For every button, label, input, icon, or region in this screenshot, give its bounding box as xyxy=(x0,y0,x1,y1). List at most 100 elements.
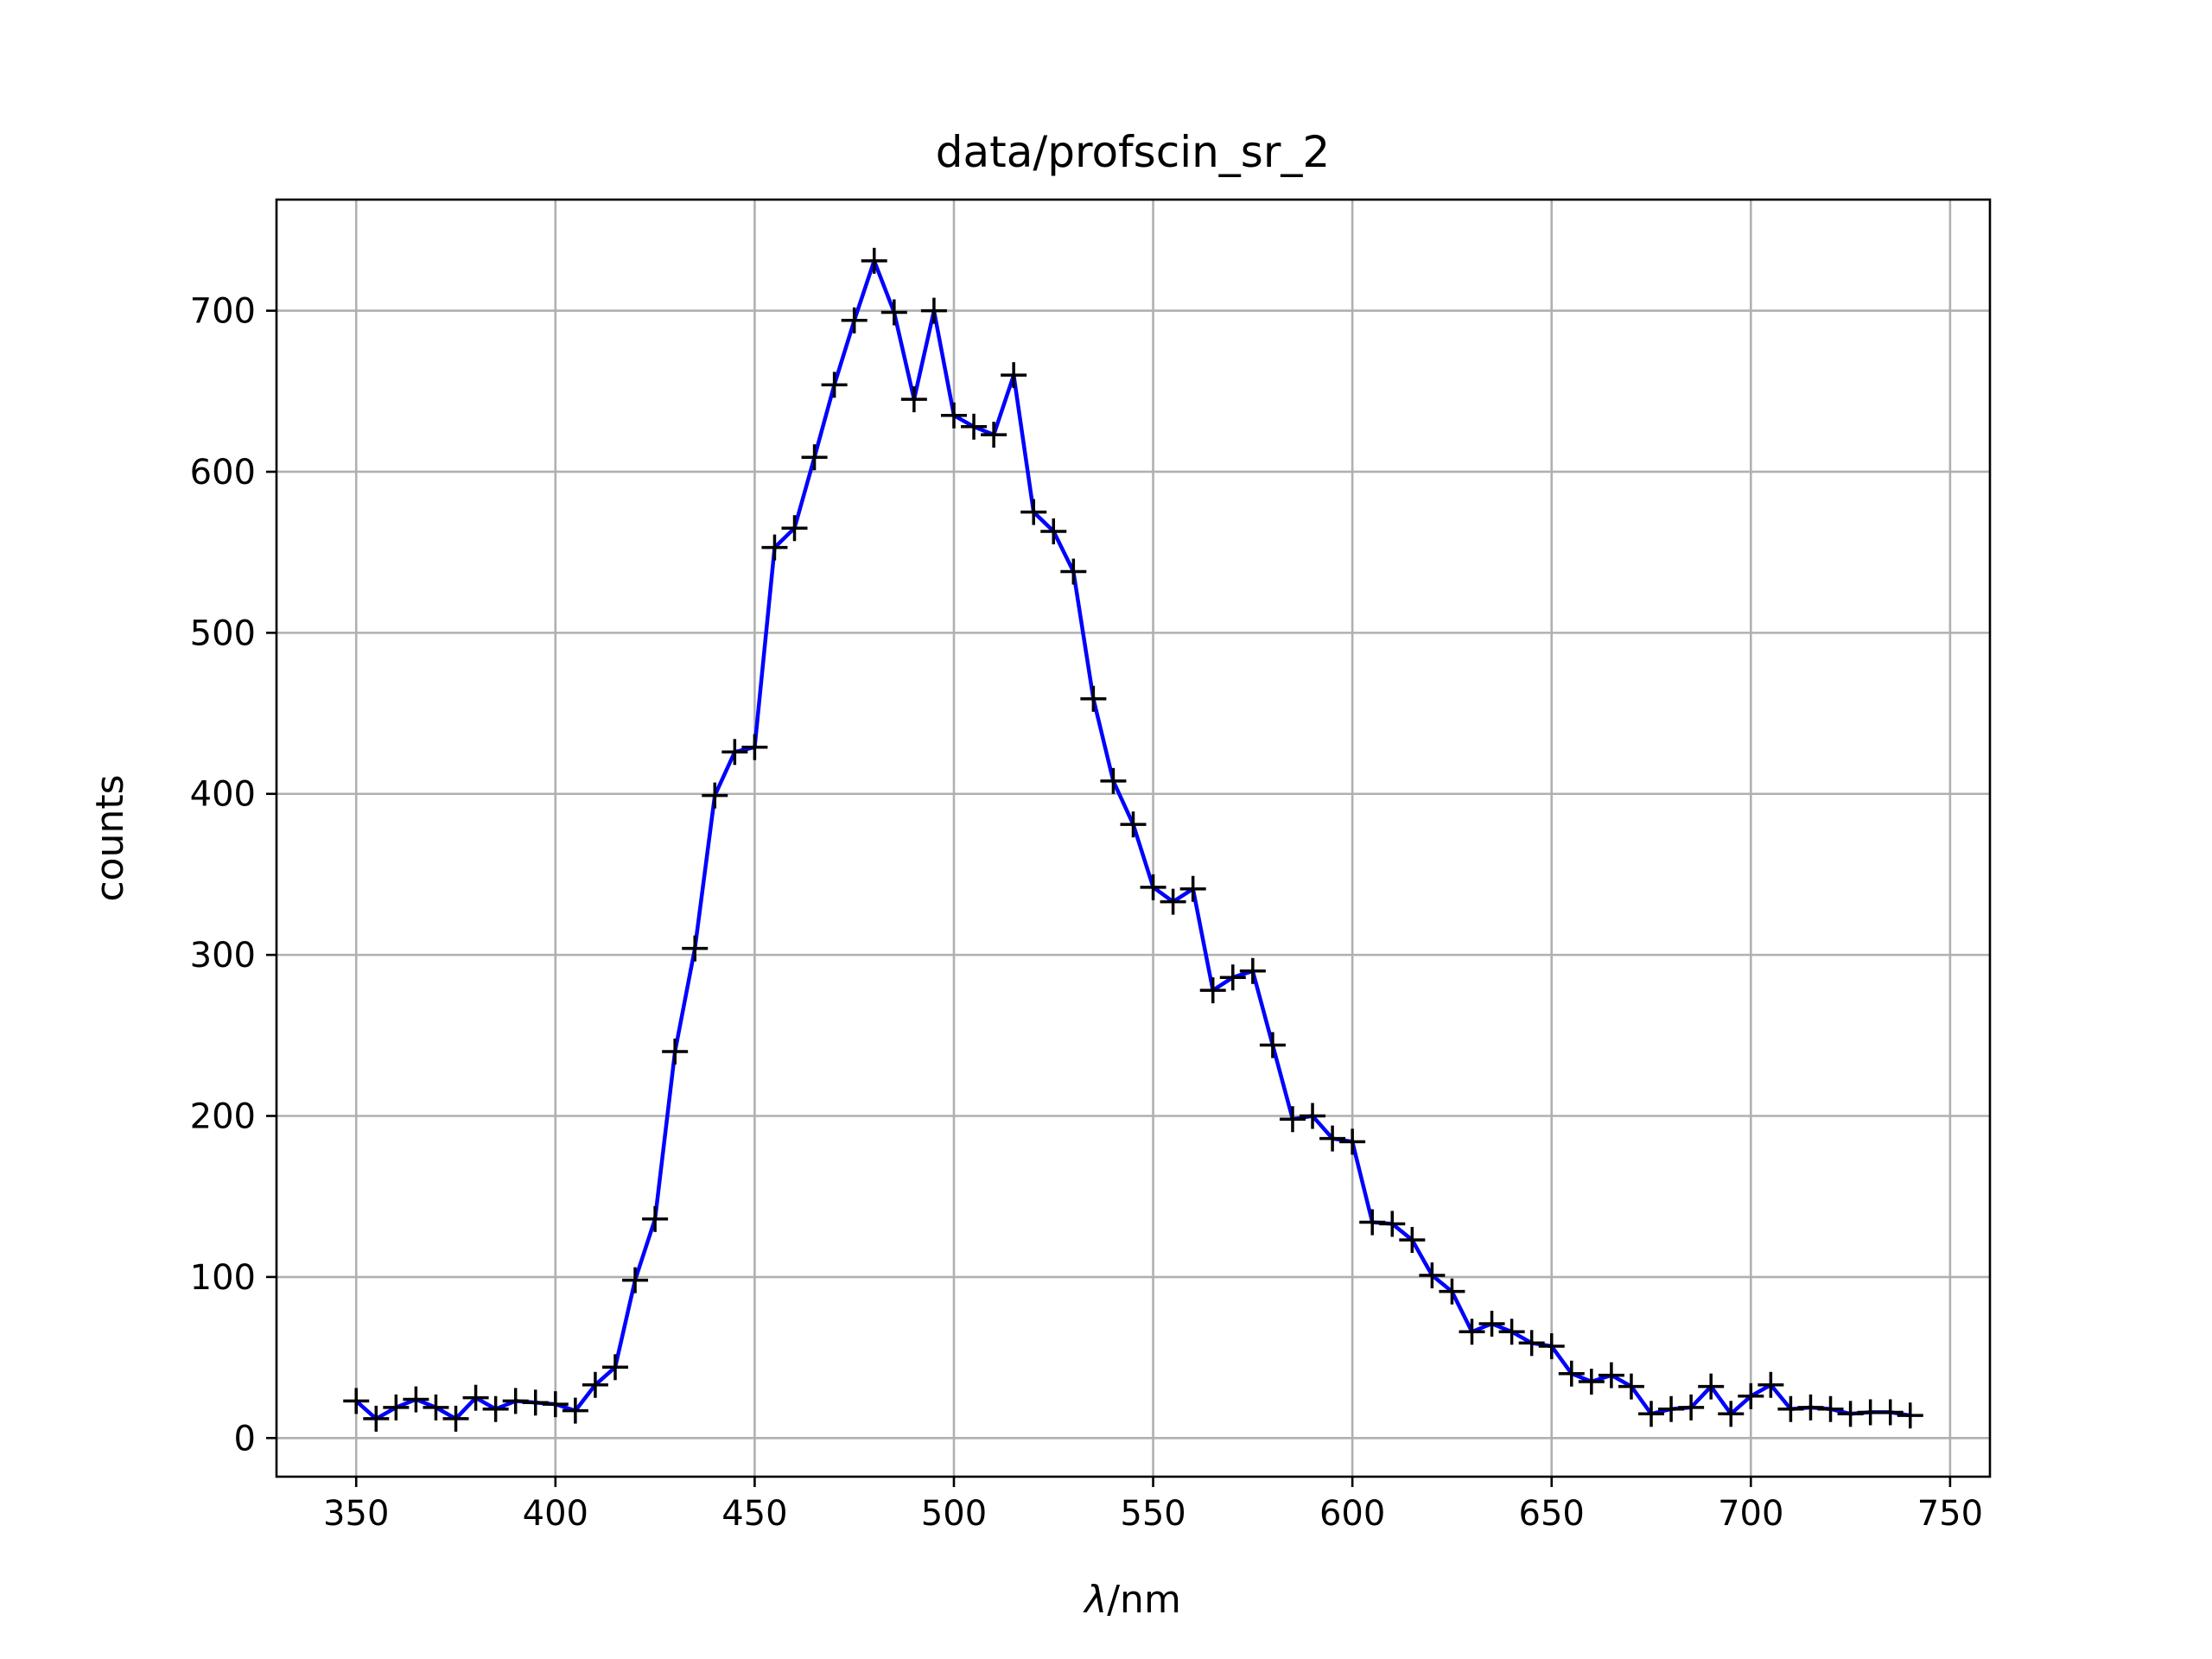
data-point xyxy=(1339,1128,1366,1155)
y-tick-label: 100 xyxy=(190,1258,256,1298)
x-tick-label: 650 xyxy=(1519,1494,1585,1534)
data-point xyxy=(642,1205,669,1232)
data-point xyxy=(1817,1395,1844,1422)
data-point xyxy=(1698,1373,1725,1400)
data-point xyxy=(1758,1371,1784,1398)
data-point xyxy=(1897,1402,1923,1429)
x-tick-label: 500 xyxy=(921,1494,987,1534)
y-tick-label: 300 xyxy=(190,936,256,976)
x-axis-label: λ/nm xyxy=(1083,1578,1181,1622)
data-point xyxy=(1359,1209,1386,1236)
data-point xyxy=(462,1384,489,1411)
data-point xyxy=(502,1388,529,1414)
data-point xyxy=(900,386,927,413)
data-point xyxy=(721,739,748,766)
data-point xyxy=(363,1405,390,1432)
data-point xyxy=(423,1394,449,1421)
data-point xyxy=(1498,1319,1525,1345)
data-point xyxy=(1001,362,1027,389)
x-axis-label-symbol: λ xyxy=(1083,1578,1107,1622)
x-tick-label: 550 xyxy=(1120,1494,1185,1534)
data-point xyxy=(861,247,887,274)
y-axis: 0 100 200 300 400 500 600 700 xyxy=(190,292,276,1459)
data-point xyxy=(1120,811,1147,838)
data-point xyxy=(1300,1103,1326,1129)
data-point xyxy=(522,1389,549,1416)
data-point xyxy=(482,1395,509,1422)
data-point xyxy=(1638,1401,1665,1427)
data-point xyxy=(1558,1360,1585,1387)
data-point xyxy=(1678,1394,1705,1421)
data-point xyxy=(1877,1399,1904,1426)
y-tick-label: 400 xyxy=(190,775,256,815)
plot-frame xyxy=(275,198,1992,1478)
data-point xyxy=(1219,964,1246,991)
data-point xyxy=(1777,1395,1804,1422)
data-point xyxy=(961,413,988,440)
data-point xyxy=(981,422,1007,448)
data-point xyxy=(920,297,947,324)
x-tick-label: 700 xyxy=(1718,1494,1783,1534)
data-point xyxy=(403,1386,429,1413)
data-point xyxy=(702,782,728,809)
y-tick-label: 200 xyxy=(190,1097,256,1137)
data-point xyxy=(1419,1262,1446,1289)
x-axis-label-unit: /nm xyxy=(1107,1578,1181,1622)
data-point xyxy=(801,444,828,471)
data-point xyxy=(1718,1401,1745,1427)
data-point xyxy=(1100,767,1127,794)
data-point xyxy=(1618,1373,1644,1400)
data-point xyxy=(1040,518,1067,544)
data-point xyxy=(1199,977,1226,1004)
data-point xyxy=(1179,875,1206,902)
data-point xyxy=(1538,1333,1565,1360)
data-point xyxy=(1060,558,1087,585)
data-point xyxy=(1797,1394,1824,1421)
data-point xyxy=(741,734,768,760)
data-point xyxy=(682,935,709,962)
y-tick-label: 600 xyxy=(190,453,256,493)
markers xyxy=(343,247,1923,1432)
data-point xyxy=(343,1388,370,1414)
data-point xyxy=(1319,1125,1346,1152)
data-point xyxy=(1379,1211,1406,1237)
y-axis-label: counts xyxy=(88,774,132,901)
data-point xyxy=(1439,1278,1465,1305)
y-tick-label: 500 xyxy=(190,613,256,653)
data-point xyxy=(1259,1032,1286,1058)
data-point xyxy=(1459,1319,1485,1345)
data-point xyxy=(662,1038,689,1065)
data-point xyxy=(761,534,788,561)
y-tick-label: 0 xyxy=(234,1419,256,1459)
grid xyxy=(276,200,1990,1477)
data-point xyxy=(1598,1362,1624,1389)
data-point xyxy=(1239,957,1266,984)
data-point xyxy=(582,1371,608,1398)
x-tick-label: 600 xyxy=(1319,1494,1385,1534)
data-point xyxy=(1518,1330,1545,1357)
data-point xyxy=(1578,1369,1605,1395)
data-point xyxy=(1837,1401,1864,1427)
data-point xyxy=(1080,685,1107,712)
chart-title: data/profscin_sr_2 xyxy=(936,127,1330,177)
data-point xyxy=(1279,1106,1306,1133)
data-point xyxy=(1478,1310,1505,1337)
data-point xyxy=(1658,1395,1685,1422)
x-tick-label: 350 xyxy=(323,1494,389,1534)
data-point xyxy=(1020,499,1047,525)
y-tick-label: 700 xyxy=(190,292,256,332)
x-tick-label: 750 xyxy=(1917,1494,1983,1534)
data-point xyxy=(1160,888,1186,915)
data-point xyxy=(1399,1227,1426,1254)
data-point xyxy=(601,1354,628,1381)
x-tick-label: 400 xyxy=(523,1494,588,1534)
data-point xyxy=(383,1394,410,1421)
data-point xyxy=(841,307,868,334)
x-axis: 350 400 450 500 550 600 650 700 750 xyxy=(323,1477,1983,1534)
data-point xyxy=(542,1391,569,1418)
data-point xyxy=(562,1397,588,1424)
data-point xyxy=(940,402,967,429)
data-point xyxy=(442,1405,469,1432)
